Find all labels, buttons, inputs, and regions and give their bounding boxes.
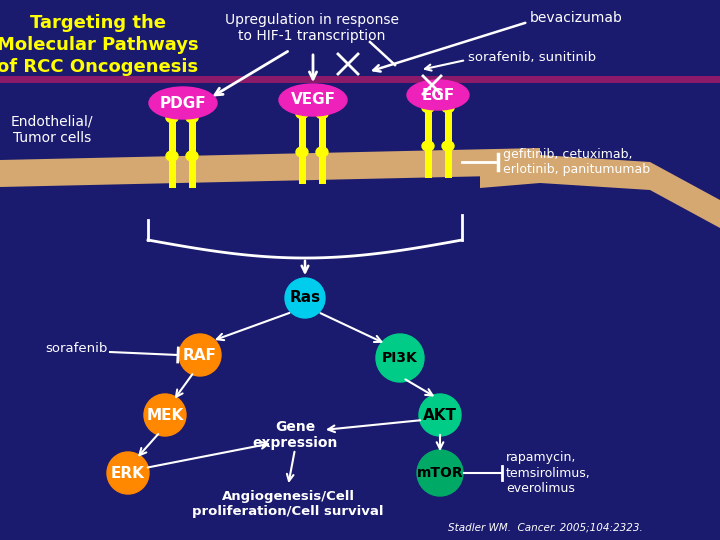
FancyBboxPatch shape bbox=[425, 112, 431, 142]
FancyBboxPatch shape bbox=[425, 150, 431, 178]
FancyBboxPatch shape bbox=[168, 160, 176, 188]
Ellipse shape bbox=[149, 87, 217, 119]
Text: Targeting the
Molecular Pathways
of RCC Oncogenesis: Targeting the Molecular Pathways of RCC … bbox=[0, 14, 199, 76]
Text: rapamycin,
temsirolimus,
everolimus: rapamycin, temsirolimus, everolimus bbox=[506, 451, 590, 495]
Ellipse shape bbox=[166, 151, 178, 161]
Circle shape bbox=[417, 450, 463, 496]
Ellipse shape bbox=[186, 113, 198, 123]
Ellipse shape bbox=[166, 113, 178, 123]
FancyBboxPatch shape bbox=[444, 112, 451, 142]
Ellipse shape bbox=[279, 84, 347, 116]
Ellipse shape bbox=[422, 104, 434, 112]
Ellipse shape bbox=[316, 147, 328, 157]
FancyBboxPatch shape bbox=[444, 150, 451, 178]
Text: mTOR: mTOR bbox=[417, 466, 463, 480]
FancyBboxPatch shape bbox=[299, 118, 305, 148]
Text: EGF: EGF bbox=[421, 87, 454, 103]
Polygon shape bbox=[480, 155, 720, 228]
Ellipse shape bbox=[442, 104, 454, 112]
Text: RAF: RAF bbox=[183, 348, 217, 362]
Ellipse shape bbox=[407, 80, 469, 110]
Circle shape bbox=[107, 452, 149, 494]
Text: VEGF: VEGF bbox=[290, 92, 336, 107]
Text: Stadler WM.  Cancer. 2005;104:2323.: Stadler WM. Cancer. 2005;104:2323. bbox=[448, 523, 643, 533]
Circle shape bbox=[419, 394, 461, 436]
Ellipse shape bbox=[296, 147, 308, 157]
FancyBboxPatch shape bbox=[0, 76, 720, 83]
Circle shape bbox=[179, 334, 221, 376]
FancyBboxPatch shape bbox=[168, 122, 176, 152]
Ellipse shape bbox=[186, 151, 198, 161]
Text: Endothelial/
Tumor cells: Endothelial/ Tumor cells bbox=[11, 115, 94, 145]
Ellipse shape bbox=[422, 141, 434, 151]
Text: Upregulation in response
to HIF-1 transcription: Upregulation in response to HIF-1 transc… bbox=[225, 13, 399, 43]
Text: MEK: MEK bbox=[146, 408, 184, 422]
Text: bevacizumab: bevacizumab bbox=[530, 11, 623, 25]
Ellipse shape bbox=[296, 110, 308, 118]
Text: sorafenib: sorafenib bbox=[45, 341, 108, 354]
Circle shape bbox=[144, 394, 186, 436]
FancyBboxPatch shape bbox=[318, 156, 325, 184]
Ellipse shape bbox=[442, 141, 454, 151]
FancyBboxPatch shape bbox=[318, 118, 325, 148]
Text: Gene
expression: Gene expression bbox=[252, 420, 338, 450]
Text: sorafenib, sunitinib: sorafenib, sunitinib bbox=[468, 51, 596, 64]
Circle shape bbox=[376, 334, 424, 382]
Polygon shape bbox=[0, 148, 540, 187]
FancyBboxPatch shape bbox=[189, 122, 196, 152]
FancyBboxPatch shape bbox=[189, 160, 196, 188]
Text: PI3K: PI3K bbox=[382, 351, 418, 365]
Text: Angiogenesis/Cell
proliferation/Cell survival: Angiogenesis/Cell proliferation/Cell sur… bbox=[192, 490, 384, 518]
Text: ERK: ERK bbox=[111, 465, 145, 481]
Ellipse shape bbox=[316, 110, 328, 118]
Text: AKT: AKT bbox=[423, 408, 457, 422]
FancyBboxPatch shape bbox=[299, 156, 305, 184]
Text: gefitinib, cetuximab,
erlotinib, panitumumab: gefitinib, cetuximab, erlotinib, panitum… bbox=[503, 148, 650, 176]
Circle shape bbox=[285, 278, 325, 318]
Text: PDGF: PDGF bbox=[160, 96, 207, 111]
Text: Ras: Ras bbox=[289, 291, 320, 306]
